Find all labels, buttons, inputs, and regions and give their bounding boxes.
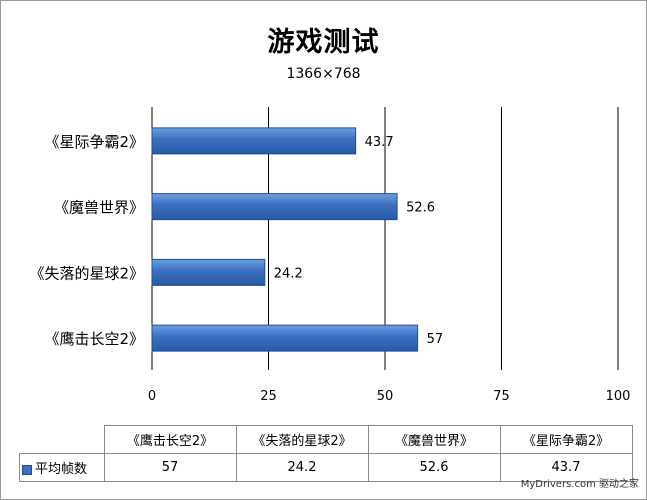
data-table: 《鹰击长空2》 《失落的星球2》 《魔兽世界》 《星际争霸2》 平均帧数 57 … (19, 425, 633, 482)
x-tick-label: 50 (377, 389, 394, 404)
x-tick-label: 25 (260, 389, 277, 404)
data-table-header: 《星际争霸2》 (499, 425, 633, 454)
data-label: 57 (427, 332, 444, 347)
bar (151, 324, 419, 352)
x-tick-label: 100 (606, 389, 631, 404)
y-tick-label: 《失落的星球2》 (29, 264, 144, 282)
legend-key-icon (22, 464, 32, 475)
data-table-row-label: 平均帧数 (19, 453, 105, 482)
bar (151, 193, 398, 221)
x-tick-label: 0 (148, 389, 156, 404)
chart-title: 游戏测试 (267, 27, 380, 58)
series-name: 平均帧数 (35, 462, 88, 477)
data-table-header: 《魔兽世界》 (367, 425, 501, 454)
y-tick-label: 《鹰击长空2》 (44, 330, 144, 348)
chart-subtitle: 1366×768 (286, 66, 361, 82)
data-label: 52.6 (406, 201, 435, 216)
watermark: MyDrivers.com 驱动之家 (520, 479, 639, 490)
bar (151, 258, 266, 286)
data-table-header: 《失落的星球2》 (235, 425, 369, 454)
y-tick-label: 《星际争霸2》 (44, 133, 144, 151)
x-tick-label: 75 (493, 389, 510, 404)
data-table-header-row: 《鹰击长空2》 《失落的星球2》 《魔兽世界》 《星际争霸2》 (20, 425, 633, 454)
data-table-cell: 57 (103, 453, 237, 482)
data-table-cell: 52.6 (367, 453, 501, 482)
data-table-header: 《鹰击长空2》 (103, 425, 237, 454)
data-table-corner (20, 426, 105, 454)
data-label: 43.7 (365, 135, 394, 150)
y-tick-label: 《魔兽世界》 (54, 199, 144, 217)
data-table-row: 平均帧数 57 24.2 52.6 43.7 (19, 453, 633, 482)
data-table-cell: 24.2 (235, 453, 369, 482)
plot-area: 0 25 50 75 100 57 《鹰击长空2》 24.2 《失落的星球2》 52.6 《魔兽世界… (29, 107, 631, 404)
bar (151, 127, 357, 155)
data-label: 24.2 (274, 266, 303, 281)
data-table-cell: 43.7 (499, 453, 633, 482)
